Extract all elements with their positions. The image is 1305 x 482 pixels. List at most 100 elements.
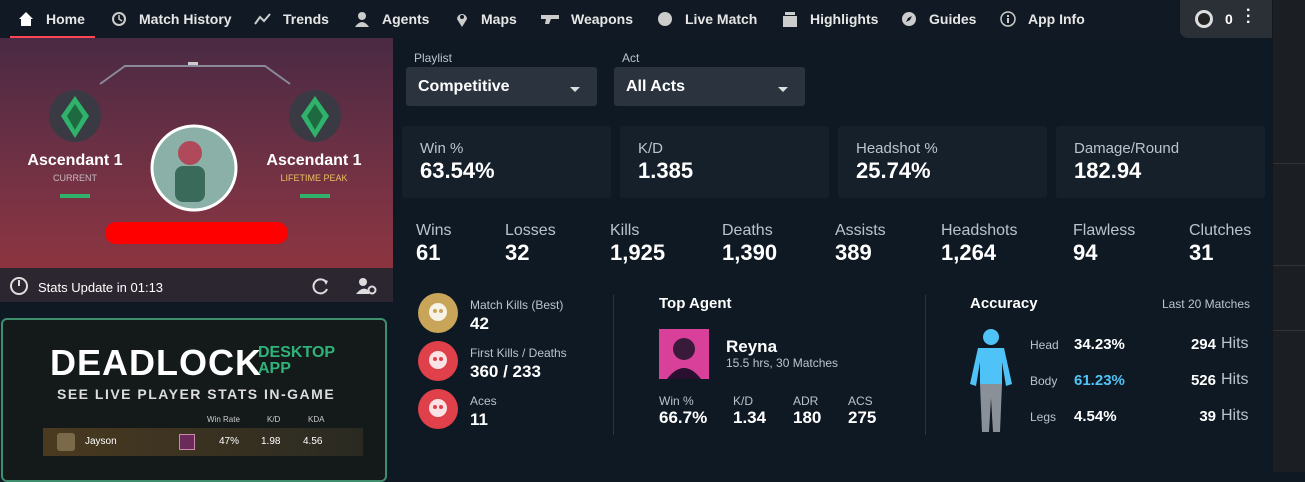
agent-subtitle: 15.5 hrs, 30 Matches <box>726 356 839 370</box>
ad-badge: DESKTOP <box>258 344 336 361</box>
ad-tagline: SEE LIVE PLAYER STATS IN-GAME <box>57 386 336 402</box>
highlight-icon <box>418 389 458 429</box>
filter-label: Act <box>622 51 640 65</box>
nav-icon <box>18 11 36 28</box>
ad-row: Jayson 47% 1.98 4.56 <box>43 428 363 456</box>
nav-item[interactable]: Home <box>46 11 85 27</box>
profile-art <box>49 62 341 244</box>
peak-rank: Ascendant 1 <box>266 152 362 169</box>
nav-item[interactable]: Live Match <box>685 11 758 27</box>
nav-item[interactable]: Guides <box>929 11 977 27</box>
card-label: K/D <box>638 140 664 157</box>
nav-item[interactable]: Trends <box>283 11 329 27</box>
ad-column: Win Rate <box>207 415 240 424</box>
divider <box>925 295 926 435</box>
ad-value: 1.98 <box>261 436 281 447</box>
counter-icon <box>1195 10 1213 28</box>
peak-label: LIFETIME PEAK <box>280 173 348 183</box>
highlight-label: First Kills / Deaths <box>470 346 567 360</box>
nav-bar <box>0 0 1273 38</box>
agent-stat-label: K/D <box>733 394 754 408</box>
counter-box[interactable]: 0 · · · <box>1180 0 1272 38</box>
card-label: Headshot % <box>856 140 938 157</box>
card-value: 1.385 <box>638 158 694 183</box>
nav-icon <box>354 11 372 28</box>
stat-value: 389 <box>835 240 872 265</box>
filter-value: All Acts <box>626 78 685 95</box>
stat-value: 31 <box>1189 240 1214 265</box>
ad-column: KDA <box>308 415 325 424</box>
top-agent-title: Top Agent <box>659 295 732 312</box>
stat-card <box>838 126 1047 198</box>
agent-stat-value: 180 <box>793 408 822 427</box>
stat-card <box>620 126 829 198</box>
current-label: CURRENT <box>53 173 97 183</box>
stat-value: 1,925 <box>610 240 666 265</box>
filter-value: Competitive <box>418 78 510 95</box>
filter-dropdown[interactable] <box>406 67 597 106</box>
stats-update-bar: Stats Update in 01:13 <box>0 268 393 302</box>
refresh-button[interactable] <box>312 277 330 295</box>
accuracy-hits: 39 <box>1199 408 1216 425</box>
profile-panel: Ascendant 1 CURRENT Ascendant 1 LIFETIME… <box>0 38 393 268</box>
accuracy-label: Legs <box>1030 410 1057 424</box>
nav-item[interactable]: Weapons <box>571 11 633 27</box>
card-value: 25.74% <box>856 158 931 183</box>
nav-icon <box>782 11 800 28</box>
stat-value: 1,264 <box>941 240 997 265</box>
accuracy-hits: 294 <box>1190 336 1216 353</box>
nav-icon <box>541 11 559 28</box>
accuracy-label: Body <box>1030 374 1058 388</box>
agent-portrait <box>659 329 709 379</box>
active-underline <box>10 36 95 38</box>
nav-item[interactable]: Match History <box>139 11 232 27</box>
filter-dropdown[interactable] <box>614 67 805 106</box>
nav-item[interactable]: Highlights <box>810 11 879 27</box>
ad-banner[interactable]: DEADLOCK DESKTOP APP SEE LIVE PLAYER STA… <box>1 318 387 482</box>
stat-value: 32 <box>505 240 530 265</box>
agent-stat-label: ADR <box>793 394 819 408</box>
stats-update: Stats Update in 01:13 <box>38 280 164 295</box>
stat-label: Wins <box>416 222 452 239</box>
ad-value: 47% <box>219 436 240 447</box>
highlight-value: 360 / 233 <box>470 362 541 381</box>
stat-label: Kills <box>610 222 640 239</box>
accuracy-title: Accuracy <box>970 295 1038 312</box>
agent-stat-value: 275 <box>848 408 877 427</box>
nav-icon <box>111 11 129 28</box>
stat-card <box>1056 126 1265 198</box>
profile-settings-button[interactable] <box>355 277 377 295</box>
stat-label: Deaths <box>722 222 773 239</box>
nav-item[interactable]: App Info <box>1028 11 1085 27</box>
nav-item[interactable]: Maps <box>481 11 517 27</box>
card-label: Damage/Round <box>1074 140 1180 157</box>
highlight-label: Aces <box>470 394 497 408</box>
hits-label: Hits <box>1221 335 1249 352</box>
agent-stat-label: ACS <box>848 394 873 408</box>
counter: 0 <box>1225 11 1233 27</box>
nav-item[interactable]: Agents <box>382 11 430 27</box>
highlight-icon <box>418 293 458 333</box>
hits-label: Hits <box>1221 371 1249 388</box>
divider <box>613 295 614 435</box>
nav-icon <box>1000 11 1018 28</box>
card-label: Win % <box>420 140 464 157</box>
ad-player: Jayson <box>85 436 117 447</box>
agent-stat-label: Win % <box>659 394 694 408</box>
body-figure <box>968 328 1014 432</box>
nav-icon <box>454 11 472 28</box>
card-value: 182.94 <box>1074 158 1142 183</box>
ad-title: DEADLOCK <box>50 342 262 383</box>
highlight-icon <box>418 341 458 381</box>
accuracy-label: Head <box>1030 338 1059 352</box>
card-value: 63.54% <box>420 158 495 183</box>
stat-label: Clutches <box>1189 222 1252 239</box>
highlight-value: 11 <box>470 410 488 429</box>
accuracy-hits: 526 <box>1190 372 1216 389</box>
menu-dots[interactable]: · · · <box>1246 2 1252 31</box>
stat-value: 61 <box>416 240 441 265</box>
dropdown-arrow <box>570 82 582 92</box>
agent-name: Reyna <box>726 337 778 356</box>
filter-label: Playlist <box>414 51 453 65</box>
